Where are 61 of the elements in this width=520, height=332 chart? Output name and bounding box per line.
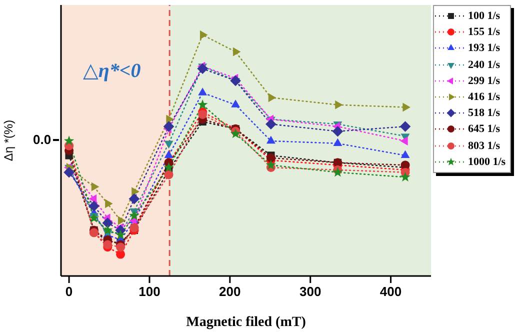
point [400,172,410,182]
point [197,99,208,110]
x-tick-label: 300 [299,284,322,299]
legend-label: 803 1/s [468,140,500,152]
point [164,170,174,180]
point [163,121,174,132]
point [400,150,410,158]
legend-label: 240 1/s [468,58,500,71]
point [105,199,113,208]
legend-label: 518 1/s [468,107,500,120]
point [266,160,276,170]
point [64,136,74,146]
point [232,47,241,56]
point [332,166,343,177]
point [118,216,126,226]
point [268,93,276,102]
point [332,126,344,137]
legend-label: 299 1/s [468,74,500,87]
point [164,150,174,158]
legend-label: 100 1/s [468,10,500,22]
text: 0.0 [33,132,52,148]
point [200,30,208,40]
point [64,166,74,178]
point [129,210,140,220]
x-tick-label: 200 [219,284,241,299]
point [333,138,342,146]
point [335,100,343,110]
x-tick-label: 100 [138,284,160,299]
legend-label: 645 1/s [468,123,500,136]
legend-label: 416 1/s [468,91,500,104]
point [132,187,140,196]
point [88,200,100,212]
point [102,224,113,235]
point [197,63,208,74]
point [266,118,276,130]
legend-label: 155 1/s [468,26,500,38]
point [166,114,174,124]
point [266,136,276,144]
point [400,121,411,132]
point [88,194,97,204]
point [198,88,208,96]
point [103,240,112,250]
point [102,218,114,228]
y-axis-title: Δη *(%) [1,120,16,162]
band-label: △η*<0 [83,60,141,82]
point [402,102,410,112]
point [266,153,276,162]
x-tick-label: 400 [380,284,402,299]
point [116,242,126,252]
point [231,100,240,108]
point [164,140,174,149]
point [128,193,140,204]
legend-label: 1000 1/s [468,156,506,168]
point [91,182,100,192]
point [230,75,241,86]
x-axis-title: Magnetic filed (mT) [186,315,306,330]
x-tick-label: 0 [65,284,73,299]
point [164,162,174,172]
legend-label: 193 1/s [468,42,500,54]
point [230,128,241,138]
point [400,136,408,146]
